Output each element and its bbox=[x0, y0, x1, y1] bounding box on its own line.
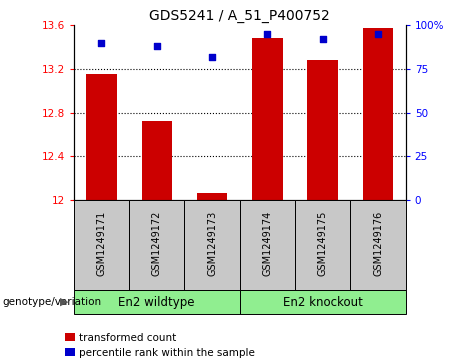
Legend: transformed count, percentile rank within the sample: transformed count, percentile rank withi… bbox=[65, 333, 254, 358]
Text: GSM1249174: GSM1249174 bbox=[262, 211, 272, 276]
Bar bbox=[86, 74, 117, 200]
Text: En2 wildtype: En2 wildtype bbox=[118, 296, 195, 309]
Bar bbox=[129, 200, 184, 290]
Bar bbox=[363, 28, 393, 200]
Bar bbox=[252, 38, 283, 200]
Bar bbox=[240, 290, 406, 314]
Bar bbox=[74, 290, 240, 314]
Bar bbox=[295, 200, 350, 290]
Bar bbox=[142, 121, 172, 200]
Bar bbox=[240, 200, 295, 290]
Text: ▶: ▶ bbox=[60, 297, 68, 307]
Bar bbox=[197, 193, 227, 200]
Bar bbox=[350, 200, 406, 290]
Text: GSM1249172: GSM1249172 bbox=[152, 211, 162, 276]
Text: GSM1249171: GSM1249171 bbox=[96, 211, 106, 276]
Point bbox=[208, 54, 216, 60]
Text: GSM1249176: GSM1249176 bbox=[373, 211, 383, 276]
Text: GSM1249175: GSM1249175 bbox=[318, 211, 328, 276]
Bar bbox=[184, 200, 240, 290]
Point bbox=[319, 36, 326, 42]
Bar bbox=[74, 200, 129, 290]
Text: En2 knockout: En2 knockout bbox=[283, 296, 363, 309]
Bar bbox=[307, 60, 338, 200]
Text: GSM1249173: GSM1249173 bbox=[207, 211, 217, 276]
Text: genotype/variation: genotype/variation bbox=[2, 297, 101, 307]
Point bbox=[264, 31, 271, 37]
Point bbox=[98, 40, 105, 46]
Title: GDS5241 / A_51_P400752: GDS5241 / A_51_P400752 bbox=[149, 9, 330, 23]
Point bbox=[153, 44, 160, 49]
Point bbox=[374, 31, 382, 37]
